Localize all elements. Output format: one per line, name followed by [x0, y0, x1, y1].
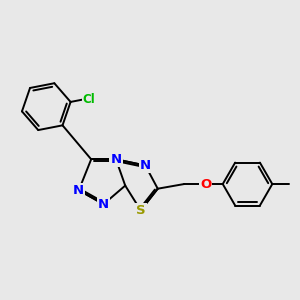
- Text: N: N: [140, 159, 151, 172]
- Text: N: N: [110, 153, 122, 166]
- Text: N: N: [73, 184, 84, 197]
- Text: N: N: [98, 198, 109, 211]
- Text: S: S: [136, 204, 146, 217]
- Text: Cl: Cl: [82, 93, 95, 106]
- Text: O: O: [200, 178, 212, 190]
